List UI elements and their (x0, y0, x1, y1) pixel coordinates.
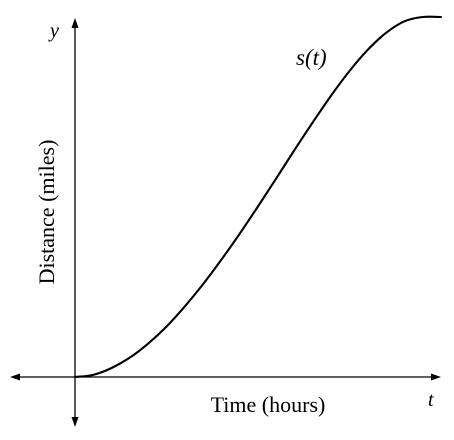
y-axis-arrow-down (71, 417, 79, 427)
x-axis-arrow-right (431, 373, 441, 381)
x-axis-symbol: t (428, 389, 434, 411)
y-axis-arrow-up (71, 18, 79, 28)
y-axis-symbol: y (48, 20, 59, 42)
series-line-s-of-t (73, 15, 443, 379)
x-axis-arrow-left (10, 373, 20, 381)
x-axis-label: Time (hours) (211, 392, 326, 417)
series-label: s(t) (296, 45, 327, 70)
y-axis-label: Distance (miles) (34, 140, 59, 285)
